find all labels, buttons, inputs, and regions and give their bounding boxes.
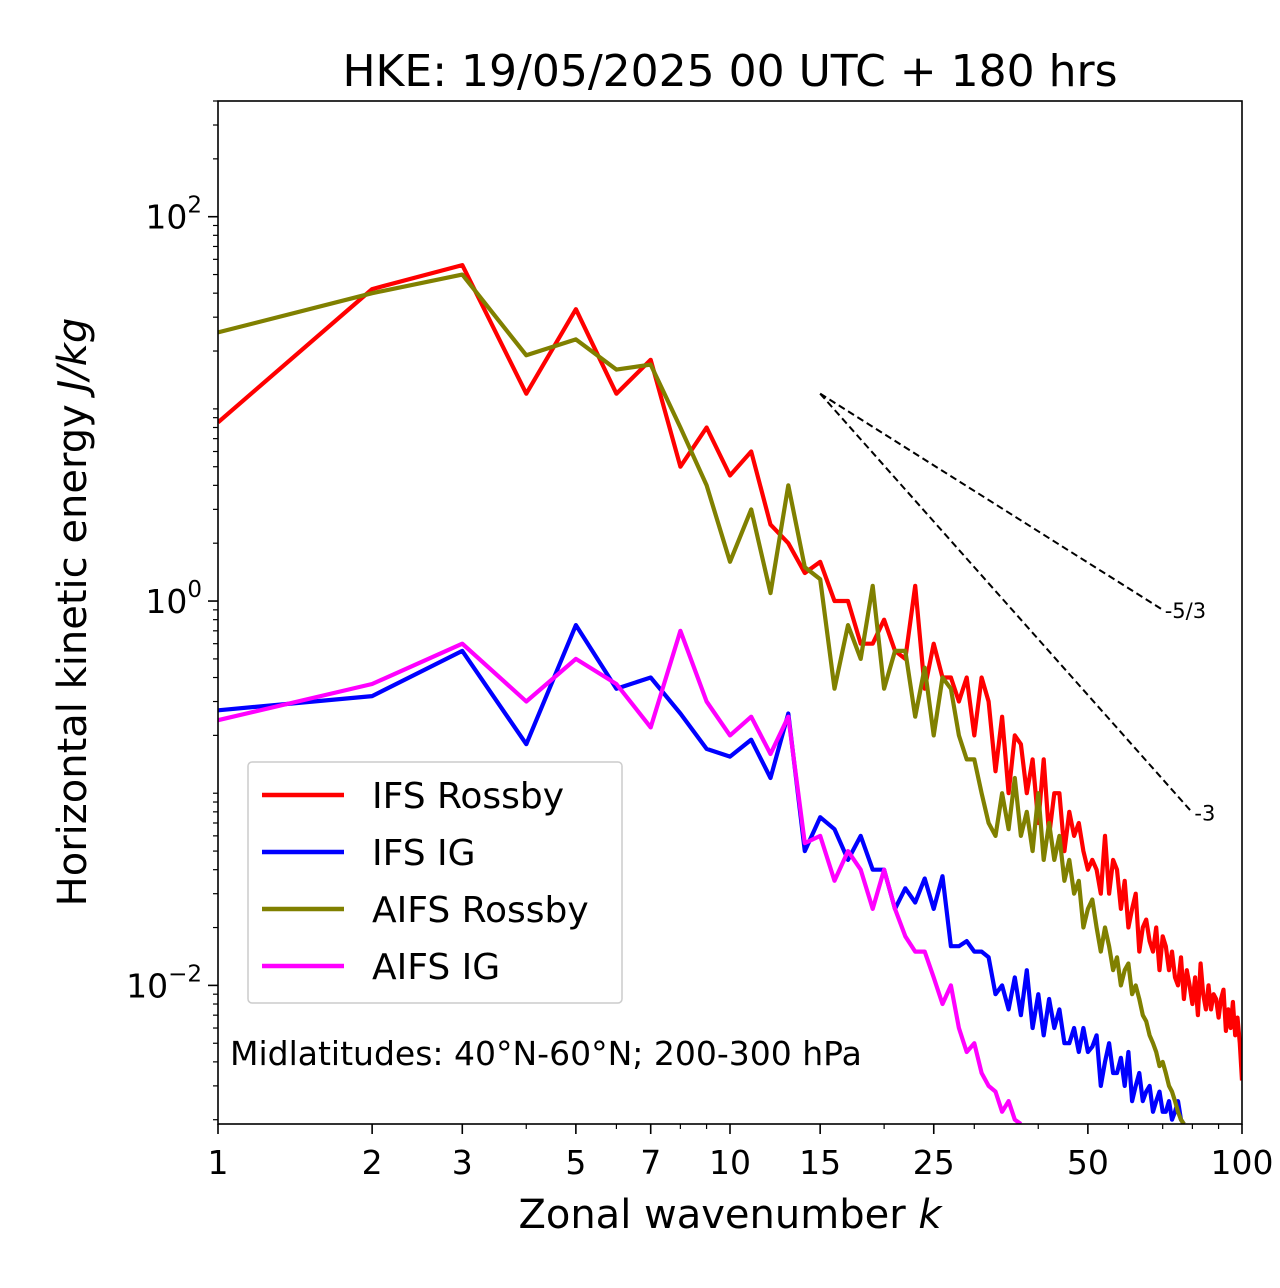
legend-label-3: AIFS IG [372, 947, 500, 988]
x-tick-label-5: 10 [709, 1143, 751, 1182]
y-axis-label-text: Horizontal kinetic energy [50, 392, 96, 907]
axis-ticks: 1 2 3 5 7 10 15 25 50 100 10−2 100 102 [126, 100, 1274, 1182]
legend-label-0: IFS Rossby [372, 776, 564, 817]
region-annotation: Midlatitudes: 40°N-60°N; 200-300 hPa [230, 1034, 862, 1073]
reference-line-label-1: -3 [1194, 802, 1215, 826]
x-tick-label-3: 5 [565, 1143, 586, 1182]
reference-line-1 [819, 392, 1194, 814]
legend-box [247, 761, 623, 1004]
legend-items: IFS Rossby IFS IG AIFS Rossby AIFS IG [262, 776, 589, 988]
x-tick-label-4: 7 [640, 1143, 661, 1182]
y-tick-label-0: 10−2 [126, 961, 202, 1005]
legend-label-2: AIFS Rossby [372, 890, 589, 931]
y-axis-label-unit: J/kg [50, 318, 96, 399]
x-tick-label-6: 15 [799, 1143, 841, 1182]
x-axis-label-text: Zonal wavenumber [518, 1192, 918, 1238]
x-axis-label: Zonal wavenumber k [518, 1192, 943, 1238]
x-axis-label-variable: k [918, 1192, 943, 1238]
x-tick-label-8: 50 [1067, 1143, 1109, 1182]
x-tick-label-2: 3 [452, 1143, 473, 1182]
x-tick-label-1: 2 [362, 1143, 383, 1182]
series-line-2 [218, 272, 1186, 1124]
y-tick-label-1: 100 [145, 577, 202, 621]
x-tick-label-7: 25 [913, 1143, 955, 1182]
series-line-3 [218, 628, 1023, 1124]
reference-slope-lines: -5/3 -3 [819, 392, 1215, 826]
y-axis-label: Horizontal kinetic energy J/kg [50, 318, 96, 907]
chart-title: HKE: 19/05/2025 00 UTC + 180 hrs [342, 46, 1117, 97]
x-tick-label-9: 100 [1211, 1143, 1274, 1182]
reference-line-0 [819, 392, 1164, 611]
reference-line-label-0: -5/3 [1165, 599, 1206, 623]
legend-label-1: IFS IG [372, 833, 476, 874]
series-line-0 [218, 263, 1242, 1081]
series-layer [218, 263, 1242, 1124]
legend: IFS Rossby IFS IG AIFS Rossby AIFS IG [247, 761, 623, 1004]
y-tick-label-2: 102 [145, 193, 202, 237]
x-tick-label-0: 1 [208, 1143, 229, 1182]
